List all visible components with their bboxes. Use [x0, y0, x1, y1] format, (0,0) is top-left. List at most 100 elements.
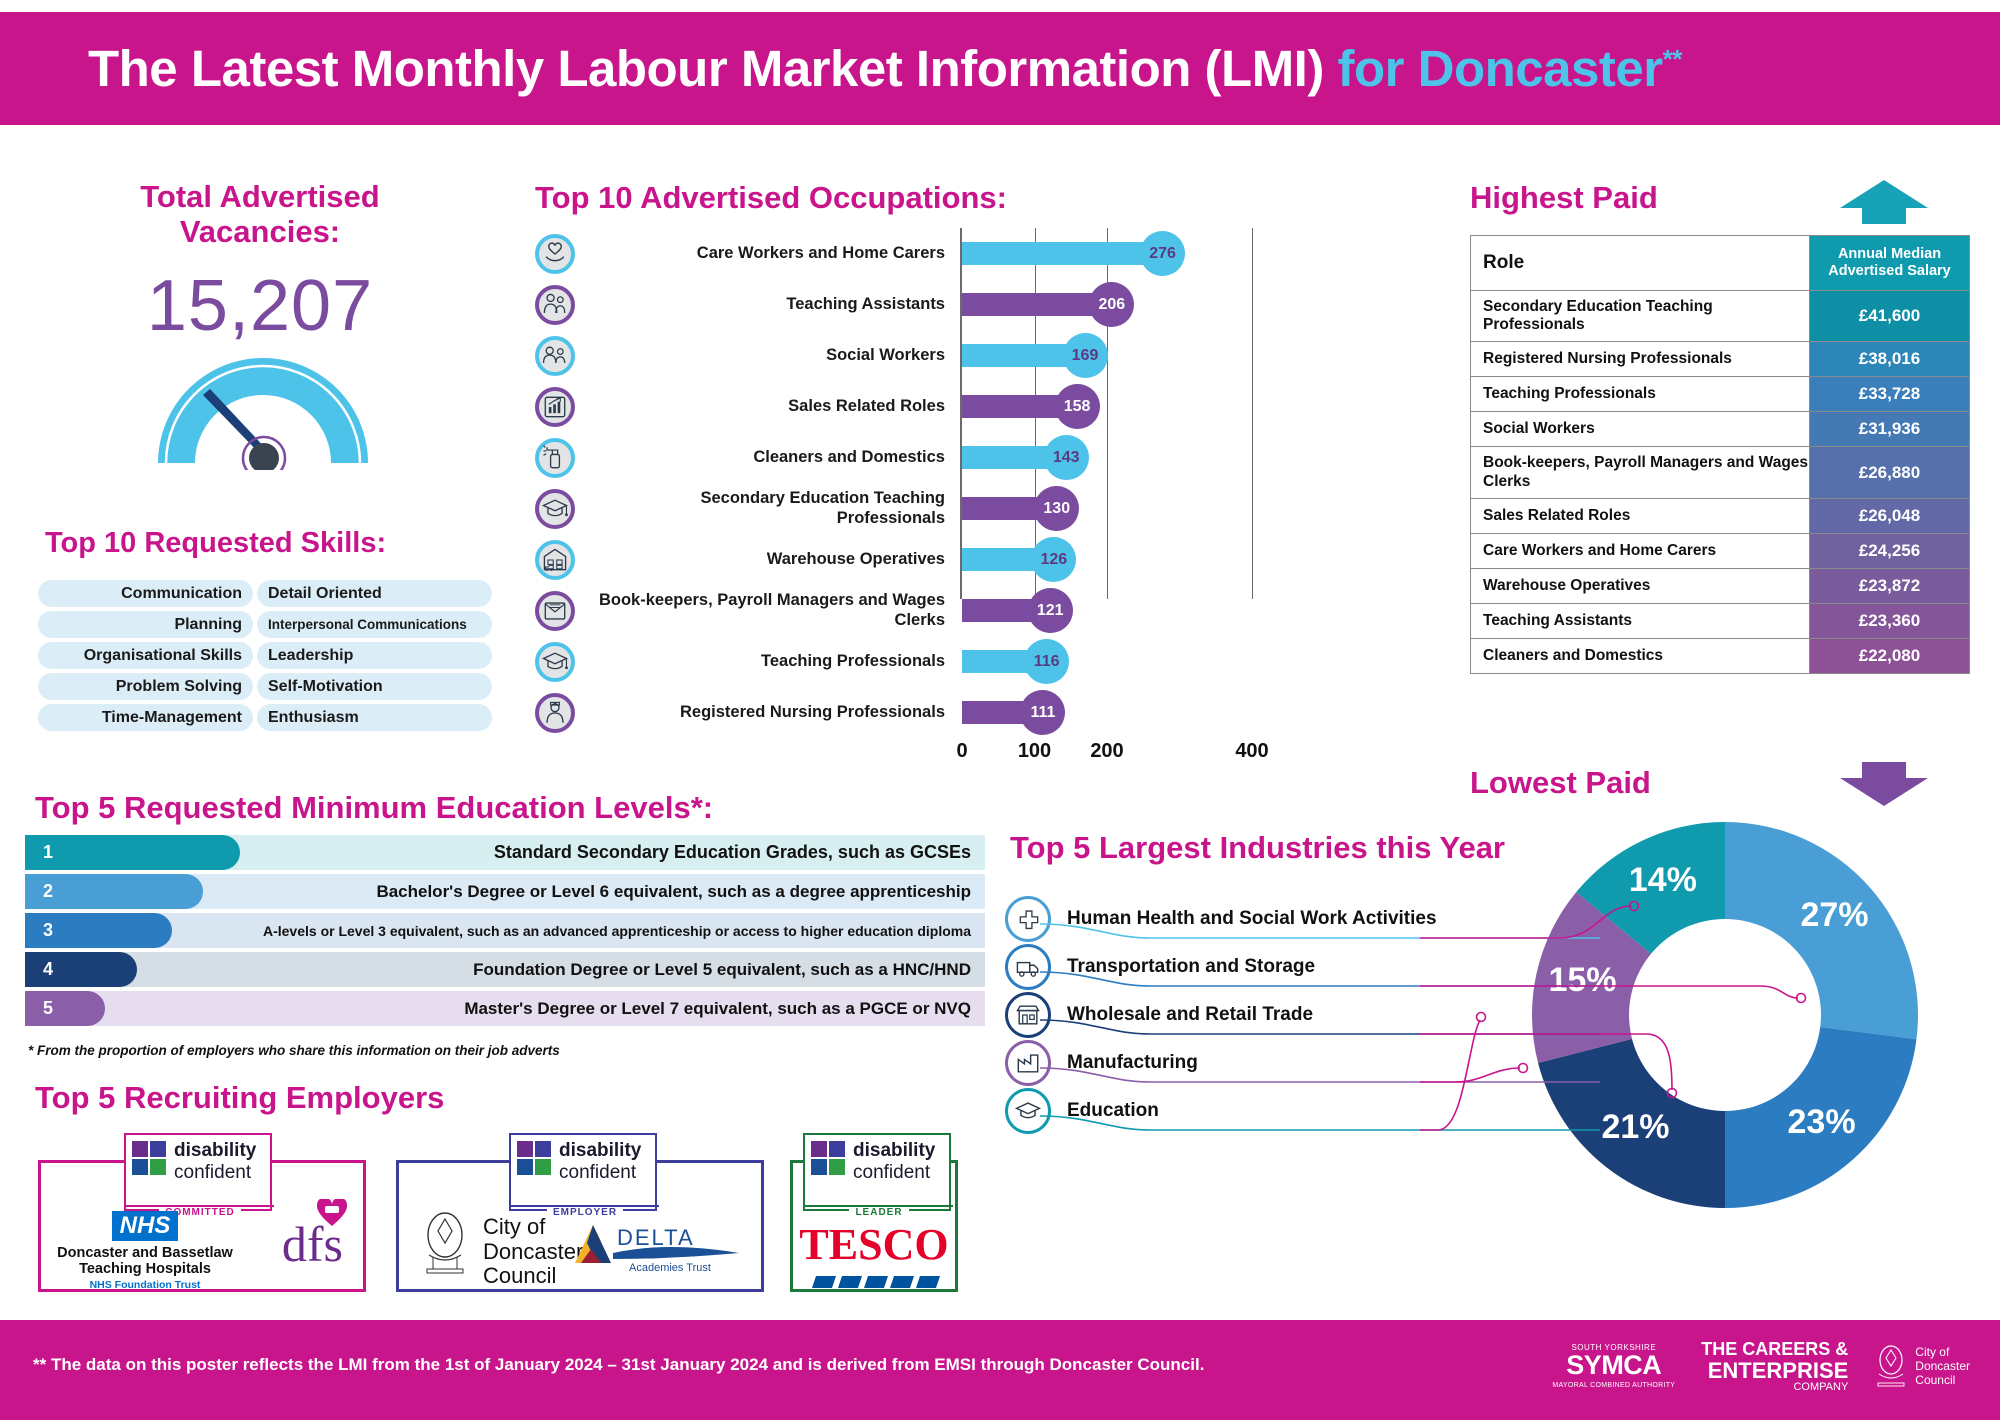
education-row-text: Bachelor's Degree or Level 6 equivalent,… — [376, 881, 971, 901]
chart-value-bubble: 143 — [1043, 435, 1089, 480]
page-title: The Latest Monthly Labour Market Informa… — [88, 39, 1682, 98]
doncaster-crest-icon — [426, 1212, 464, 1274]
badge-icon-grid — [132, 1141, 166, 1175]
social-workers-icon — [535, 336, 575, 376]
disability-confident-badge: disability confident EMPLOYER — [509, 1133, 659, 1218]
education-levels-list: 1 Standard Secondary Education Grades, su… — [25, 835, 985, 1030]
donut-percent-label: 27% — [1800, 896, 1869, 935]
chart-bar-track: 206 — [962, 279, 1255, 330]
education-row-text: Foundation Degree or Level 5 equivalent,… — [473, 959, 971, 979]
svg-text:DELTA: DELTA — [617, 1225, 695, 1250]
table-row: Secondary Education Teaching Professiona… — [1470, 290, 1970, 343]
cell-role: Care Workers and Home Carers — [1470, 532, 1810, 569]
legend-item: Transportation and Storage — [1005, 943, 1525, 991]
chart-value-bubble: 121 — [1027, 588, 1073, 633]
page-title-main: The Latest Monthly Labour Market Informa… — [88, 40, 1338, 97]
chart-row: Cleaners and Domestics 143 — [535, 432, 1255, 483]
education-rank-bar: 3 — [25, 913, 172, 948]
industry-icon — [1005, 944, 1051, 990]
occupations-x-axis: 0 100 200 400 — [535, 740, 1268, 770]
employer-group-committed: disability confident COMMITTED NHS Donca… — [38, 1133, 366, 1292]
chart-row: Teaching Assistants 206 — [535, 279, 1255, 330]
education-rank-bar: 4 — [25, 952, 137, 987]
chart-row: Secondary Education Teaching Professiona… — [535, 483, 1255, 534]
warehouse-icon — [535, 540, 575, 580]
nhs-trust-line3: NHS Foundation Trust — [89, 1279, 201, 1291]
skill-pill: Time-Management — [38, 704, 253, 731]
badge-icon-grid — [517, 1141, 551, 1175]
education-rank-bar: 1 — [25, 835, 240, 870]
education-levels-title: Top 5 Requested Minimum Education Levels… — [35, 790, 714, 825]
badge-tier: LEADER — [805, 1205, 953, 1218]
education-row: 5 Master's Degree or Level 7 equivalent, … — [25, 991, 985, 1026]
cell-role: Social Workers — [1470, 411, 1810, 448]
badge-word-disability: disability — [853, 1140, 936, 1161]
education-row-background — [25, 913, 985, 948]
chart-row: Social Workers 169 — [535, 330, 1255, 381]
nhs-trust-line1: Doncaster and Bassetlaw — [57, 1245, 233, 1261]
chart-value-bubble: 126 — [1031, 537, 1077, 582]
chart-bar-track: 121 — [962, 585, 1255, 636]
chart-bar-track: 158 — [962, 381, 1255, 432]
cell-salary: £24,256 — [1809, 532, 1970, 569]
chart-bar — [962, 548, 1054, 571]
chart-bar-track: 143 — [962, 432, 1255, 483]
chart-bar-track: 116 — [962, 636, 1255, 687]
cell-role: Book-keepers, Payroll Managers and Wages… — [1470, 446, 1810, 499]
up-arrow-icon — [1840, 180, 1928, 224]
cell-role: Warehouse Operatives — [1470, 567, 1810, 604]
chart-bar-track: 130 — [962, 483, 1255, 534]
chart-gridline — [1107, 228, 1108, 599]
badge-tier: COMMITTED — [126, 1205, 274, 1218]
education-row: 2 Bachelor's Degree or Level 6 equivalent… — [25, 874, 985, 909]
donut-percent-label: 23% — [1787, 1102, 1856, 1141]
chart-category-label: Registered Nursing Professionals — [680, 702, 945, 721]
education-levels-note: * From the proportion of employers who s… — [28, 1043, 560, 1058]
badge-word-confident: confident — [174, 1162, 252, 1183]
tesco-stripes-icon — [812, 1276, 940, 1288]
chart-bar-track: 126 — [962, 534, 1255, 585]
doncaster-crest-icon — [1877, 1345, 1905, 1387]
teaching-assistants-icon — [535, 285, 575, 325]
industry-icon — [1005, 896, 1051, 942]
total-vacancies-value: 15,207 — [146, 266, 374, 346]
industry-icon — [1005, 1040, 1051, 1086]
down-arrow-icon — [1840, 762, 1928, 806]
legend-item: Manufacturing — [1005, 1039, 1525, 1087]
chart-bar — [962, 242, 1163, 265]
badge-word-disability: disability — [559, 1140, 642, 1161]
nhs-logo: NHS — [111, 1211, 179, 1241]
table-row: Care Workers and Home Carers £24,256 — [1470, 532, 1970, 569]
svg-text:Academies Trust: Academies Trust — [629, 1262, 711, 1274]
education-row: 1 Standard Secondary Education Grades, su… — [25, 835, 985, 870]
chart-category-label: Warehouse Operatives — [766, 549, 945, 568]
tesco-logo: TESCO — [793, 1219, 955, 1295]
chart-category-label: Care Workers and Home Carers — [696, 243, 945, 262]
disability-confident-badge: disability confident COMMITTED — [124, 1133, 274, 1218]
badge-tier: EMPLOYER — [511, 1205, 659, 1218]
column-header-role: Role — [1470, 234, 1810, 292]
cell-salary: £23,360 — [1809, 602, 1970, 639]
chart-row: Teaching Professionals 116 — [535, 636, 1255, 687]
occupations-bar-chart: Care Workers and Home Carers 276 Teaching … — [535, 228, 1255, 735]
chart-bar — [962, 395, 1077, 418]
table-row: Teaching Assistants £23,360 — [1470, 602, 1970, 639]
education-row-text: Standard Secondary Education Grades, suc… — [493, 842, 971, 862]
legend-label: Transportation and Storage — [1067, 956, 1316, 977]
table-row: Registered Nursing Professionals £38,016 — [1470, 341, 1970, 378]
envelope-document-icon — [535, 591, 575, 631]
page-footer — [0, 1320, 2000, 1420]
legend-label: Human Health and Social Work Activities — [1067, 908, 1437, 929]
cell-salary: £41,600 — [1809, 290, 1970, 343]
chart-category-label: Book-keepers, Payroll Managers and Wages… — [598, 591, 945, 629]
cell-salary: £33,728 — [1809, 376, 1970, 413]
sales-chart-icon — [535, 387, 575, 427]
footer-logos: SOUTH YORKSHIRE SYMCA MAYORAL COMBINED A… — [1552, 1340, 1970, 1394]
legend-item: Human Health and Social Work Activities — [1005, 895, 1525, 943]
chart-category-label: Sales Related Roles — [788, 396, 945, 415]
chart-row: Book-keepers, Payroll Managers and Wages… — [535, 585, 1255, 636]
chart-category-label: Secondary Education Teaching Professiona… — [700, 489, 946, 527]
chart-category-label: Cleaners and Domestics — [753, 447, 945, 466]
education-row-background — [25, 991, 985, 1026]
employers-title: Top 5 Recruiting Employers — [35, 1080, 445, 1115]
